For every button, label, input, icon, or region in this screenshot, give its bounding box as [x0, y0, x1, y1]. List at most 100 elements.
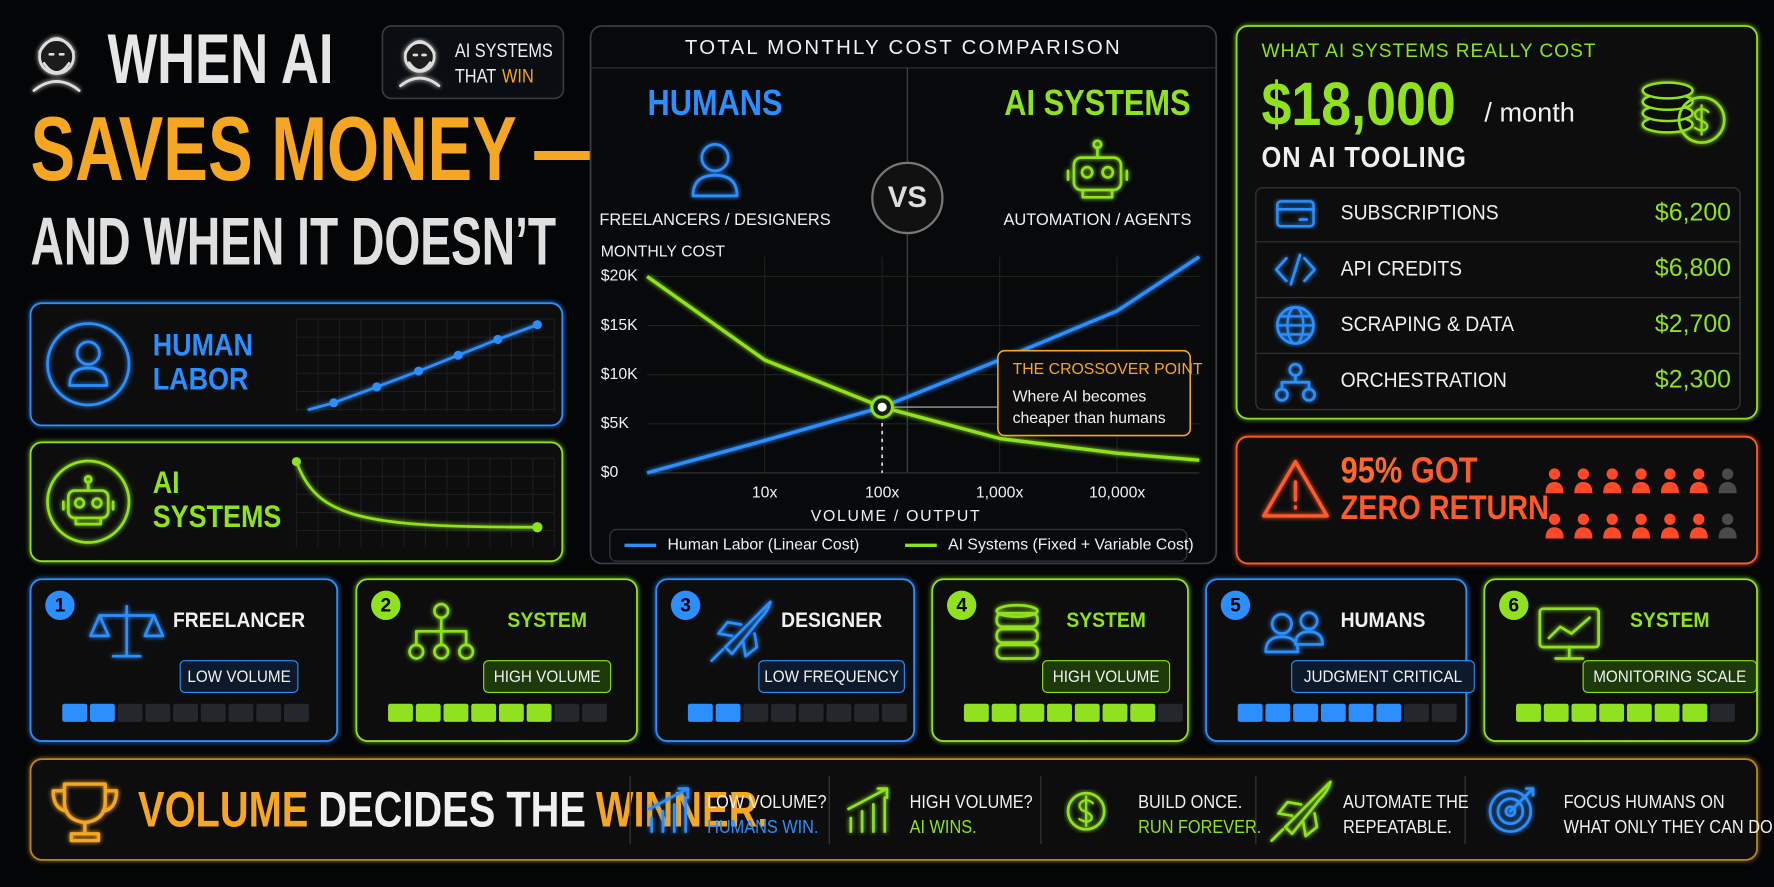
card-tag	[1582, 660, 1758, 693]
meter-segment	[200, 703, 226, 722]
x-axis-label: VOLUME / OUTPUT	[811, 508, 982, 525]
meter-segment	[443, 703, 469, 722]
icon-part	[995, 627, 1039, 644]
tip-text: HIGH VOLUME?	[910, 791, 1033, 812]
icon-part	[51, 782, 119, 843]
icon	[995, 603, 1039, 660]
meter-segment	[526, 703, 552, 722]
meter-segment	[1348, 703, 1374, 722]
meter-segment	[1237, 703, 1263, 722]
meter-segment	[1265, 703, 1291, 722]
meter-segment	[415, 703, 441, 722]
card-number-badge	[670, 590, 701, 620]
icon	[1270, 780, 1332, 842]
meter-segment	[1599, 703, 1625, 722]
meter-segment	[283, 703, 309, 722]
icon-part	[1509, 787, 1535, 813]
card-tag-text: LOW FREQUENCY	[764, 667, 899, 686]
alert-text: 95%	[1341, 451, 1403, 491]
cost-subheading: ON AI TOOLING	[1261, 142, 1466, 174]
x-tick-label: 10x	[752, 484, 778, 501]
person-glyph	[1660, 481, 1679, 494]
x-tick-label: 10,000x	[1089, 484, 1145, 501]
card-tag-text: JUDGMENT CRITICAL	[1304, 667, 1462, 686]
icon-part	[1276, 315, 1315, 336]
badge-text: WIN	[502, 65, 534, 87]
icon-part	[700, 143, 730, 173]
icon-ring	[46, 459, 131, 544]
icon-part	[1101, 165, 1115, 179]
vs-text: VS	[888, 181, 927, 214]
x-tick-label: 1,000x	[976, 484, 1024, 501]
icon-part	[1066, 791, 1106, 831]
icon-part	[89, 605, 165, 658]
icon	[1264, 611, 1324, 654]
person-glyph	[1577, 513, 1590, 525]
card-title: FREELANCER	[173, 608, 305, 632]
icon-part	[75, 340, 101, 366]
meter-segment	[1102, 703, 1128, 722]
panel-label: SYSTEMS	[153, 499, 282, 535]
meter-segment	[145, 703, 171, 722]
y-tick-label: $5K	[601, 415, 630, 432]
card-number: 6	[1508, 595, 1519, 616]
icon-part	[1488, 789, 1533, 833]
meter-segment	[771, 703, 796, 722]
person-glyph	[1548, 468, 1561, 480]
tip-text: LOW VOLUME?	[707, 791, 826, 812]
icon	[710, 600, 772, 663]
card-tag-text: HIGH VOLUME	[1053, 667, 1160, 686]
icon-part	[847, 787, 889, 833]
meter-segment	[1516, 703, 1541, 722]
card-tag	[758, 660, 905, 693]
icon	[68, 340, 109, 387]
person-glyph	[1635, 468, 1647, 480]
group-caption: AUTOMATION / AGENTS	[1003, 211, 1191, 229]
card-number: 1	[55, 595, 66, 616]
footer-panel	[29, 758, 1758, 861]
footer-headline: VOLUME DECIDES THE WINNER.	[138, 781, 768, 837]
sparkline-dot	[414, 366, 424, 376]
icon	[1641, 81, 1726, 144]
icon-part	[1299, 611, 1319, 631]
y-tick-label: $0	[601, 464, 619, 481]
person-glyph	[1664, 468, 1676, 480]
card-number: 2	[380, 595, 391, 616]
person-glyph	[1632, 527, 1651, 539]
icon	[1066, 139, 1129, 199]
icon-part	[1270, 780, 1332, 842]
sparkline-dot	[532, 320, 542, 330]
card	[29, 578, 339, 742]
card-number-badge	[371, 590, 401, 620]
card-number: 4	[956, 595, 967, 616]
meter-segment	[1320, 703, 1346, 722]
icon-part	[1504, 805, 1517, 818]
cost-item-amount: $6,800	[1655, 254, 1731, 282]
meter-segment	[1376, 703, 1402, 722]
card-tag	[179, 660, 299, 693]
meter-segment	[687, 703, 713, 722]
icon-part	[1066, 145, 1129, 199]
meter-segment	[1074, 703, 1100, 722]
tip-text: RUN FOREVER.	[1138, 816, 1261, 837]
icon	[399, 40, 441, 88]
icon	[1275, 305, 1315, 345]
icon	[691, 143, 739, 198]
meter-segment	[498, 703, 524, 722]
y-axis-label: MONTHLY COST	[601, 243, 726, 260]
title-line: WHEN AI	[107, 21, 333, 99]
person-glyph	[1574, 481, 1593, 494]
icon-part	[1641, 81, 1694, 100]
chart-title: TOTAL MONTHLY COST COMPARISON	[685, 37, 1122, 59]
meter-segment	[881, 703, 907, 722]
meter-segment	[173, 703, 198, 722]
meter-segment	[991, 703, 1017, 722]
icon	[1066, 791, 1106, 831]
icon-part	[1693, 104, 1710, 136]
person-glyph	[1635, 513, 1647, 525]
icon-part	[1262, 459, 1329, 518]
icon-part	[32, 37, 81, 92]
icon	[408, 602, 475, 660]
annotation-text: Where AI becomes	[1013, 388, 1147, 405]
sparkline-dot	[291, 457, 301, 467]
